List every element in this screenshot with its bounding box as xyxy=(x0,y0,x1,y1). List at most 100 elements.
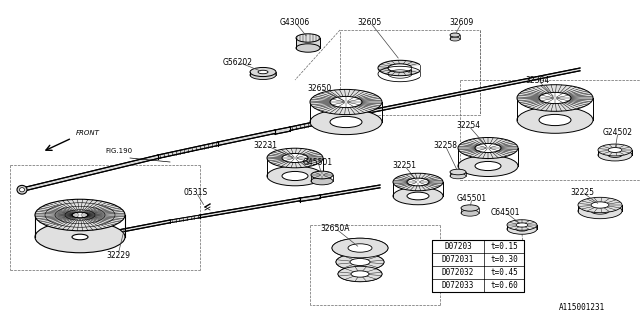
Text: G45501: G45501 xyxy=(303,157,333,166)
Ellipse shape xyxy=(330,96,362,108)
Ellipse shape xyxy=(311,171,333,179)
Ellipse shape xyxy=(598,144,632,156)
Text: 32364: 32364 xyxy=(526,76,550,84)
Text: A115001231: A115001231 xyxy=(559,303,605,312)
Polygon shape xyxy=(118,220,170,233)
Ellipse shape xyxy=(35,199,125,231)
Ellipse shape xyxy=(539,115,571,126)
Ellipse shape xyxy=(461,210,479,216)
Text: 32650A: 32650A xyxy=(320,223,349,233)
Polygon shape xyxy=(22,155,158,191)
Ellipse shape xyxy=(336,253,384,270)
Ellipse shape xyxy=(35,221,125,253)
Ellipse shape xyxy=(338,266,382,282)
Ellipse shape xyxy=(348,244,372,252)
Ellipse shape xyxy=(336,253,384,270)
Ellipse shape xyxy=(578,203,622,219)
Polygon shape xyxy=(200,198,300,218)
Text: G45501: G45501 xyxy=(457,194,487,203)
Polygon shape xyxy=(218,130,275,146)
Ellipse shape xyxy=(296,44,320,52)
Ellipse shape xyxy=(267,148,323,168)
Ellipse shape xyxy=(407,192,429,200)
Polygon shape xyxy=(578,205,622,211)
Ellipse shape xyxy=(350,259,370,266)
Ellipse shape xyxy=(348,244,372,252)
Text: 32231: 32231 xyxy=(253,140,277,149)
Text: D072032: D072032 xyxy=(442,268,474,277)
Polygon shape xyxy=(507,225,537,229)
Text: 32605: 32605 xyxy=(358,18,382,27)
Polygon shape xyxy=(320,185,380,198)
Ellipse shape xyxy=(608,148,622,152)
Ellipse shape xyxy=(517,107,593,133)
Ellipse shape xyxy=(250,68,276,76)
Text: t=0.60: t=0.60 xyxy=(490,281,518,290)
Ellipse shape xyxy=(338,266,382,282)
Ellipse shape xyxy=(267,166,323,186)
Ellipse shape xyxy=(450,33,460,37)
Ellipse shape xyxy=(539,92,571,104)
Polygon shape xyxy=(296,38,320,48)
Text: 32254: 32254 xyxy=(456,121,480,130)
Ellipse shape xyxy=(598,149,632,161)
Text: D07203: D07203 xyxy=(444,242,472,251)
Text: G56202: G56202 xyxy=(223,58,253,67)
Polygon shape xyxy=(170,215,200,223)
Text: FIG.190: FIG.190 xyxy=(105,148,132,154)
Ellipse shape xyxy=(72,234,88,240)
Ellipse shape xyxy=(475,162,501,171)
Ellipse shape xyxy=(332,238,388,258)
Polygon shape xyxy=(290,110,370,131)
Ellipse shape xyxy=(350,259,370,266)
Text: 32229: 32229 xyxy=(106,251,130,260)
Ellipse shape xyxy=(351,271,369,277)
Ellipse shape xyxy=(282,154,308,163)
Text: t=0.30: t=0.30 xyxy=(490,255,518,264)
Ellipse shape xyxy=(17,185,27,194)
Text: G24502: G24502 xyxy=(603,127,633,137)
Text: t=0.45: t=0.45 xyxy=(490,268,518,277)
Ellipse shape xyxy=(393,187,443,205)
Polygon shape xyxy=(598,150,632,155)
Text: G43006: G43006 xyxy=(280,18,310,27)
Polygon shape xyxy=(370,68,580,113)
Text: 32650: 32650 xyxy=(308,84,332,92)
Polygon shape xyxy=(378,60,420,76)
Polygon shape xyxy=(275,127,290,134)
Text: 32609: 32609 xyxy=(450,18,474,27)
Ellipse shape xyxy=(296,34,320,42)
Ellipse shape xyxy=(19,188,24,192)
Ellipse shape xyxy=(591,202,609,208)
Ellipse shape xyxy=(282,172,308,180)
Text: C64501: C64501 xyxy=(490,207,520,217)
Ellipse shape xyxy=(450,173,466,179)
Ellipse shape xyxy=(351,271,369,277)
Polygon shape xyxy=(300,195,320,202)
Ellipse shape xyxy=(332,238,388,258)
Bar xyxy=(432,240,524,292)
Ellipse shape xyxy=(516,223,528,227)
Ellipse shape xyxy=(310,109,382,135)
Ellipse shape xyxy=(507,220,537,230)
Ellipse shape xyxy=(330,116,362,128)
Text: 32225: 32225 xyxy=(570,188,594,196)
Ellipse shape xyxy=(310,89,382,115)
Ellipse shape xyxy=(507,224,537,234)
Ellipse shape xyxy=(458,156,518,177)
Ellipse shape xyxy=(311,177,333,185)
Text: t=0.15: t=0.15 xyxy=(490,242,518,251)
Text: 32258: 32258 xyxy=(433,140,457,149)
Ellipse shape xyxy=(407,178,429,186)
Text: FRONT: FRONT xyxy=(76,130,100,136)
Ellipse shape xyxy=(475,143,501,153)
Polygon shape xyxy=(158,142,218,158)
Text: 0531S: 0531S xyxy=(184,188,208,196)
Ellipse shape xyxy=(258,70,268,74)
Ellipse shape xyxy=(461,205,479,211)
Ellipse shape xyxy=(578,197,622,213)
Ellipse shape xyxy=(72,212,88,218)
Ellipse shape xyxy=(450,169,466,175)
Text: D072031: D072031 xyxy=(442,255,474,264)
Text: D072033: D072033 xyxy=(442,281,474,290)
